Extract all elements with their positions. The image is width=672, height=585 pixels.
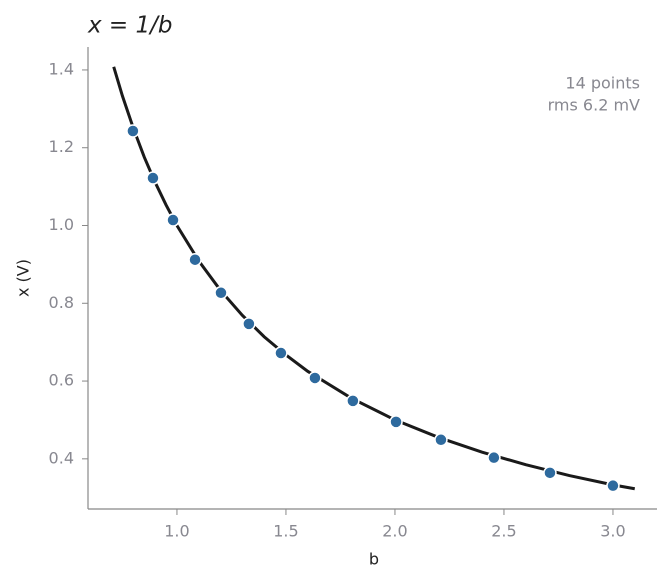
x-tick-label: 1.0 — [164, 522, 189, 541]
data-point — [487, 450, 501, 465]
y-tick-label: 1.4 — [49, 59, 74, 78]
y-tick-label: 0.6 — [49, 371, 74, 390]
data-point — [434, 433, 448, 447]
x-tick-label: 3.0 — [600, 522, 625, 541]
data-point — [346, 394, 360, 408]
x-axis-label: b — [369, 550, 379, 569]
data-point — [188, 252, 202, 267]
data-point — [126, 124, 140, 138]
data-point — [146, 171, 160, 185]
x-tick-label: 2.5 — [491, 522, 516, 541]
data-point — [214, 286, 228, 300]
data-point — [606, 478, 620, 493]
data-point — [543, 466, 557, 480]
y-tick-label: 1.2 — [49, 137, 74, 156]
data-point — [308, 371, 322, 385]
x-tick-label: 1.5 — [273, 522, 298, 541]
chart-title: x = 1/b — [87, 13, 173, 39]
y-tick-label: 0.8 — [49, 293, 74, 312]
data-point — [166, 213, 180, 227]
data-point — [242, 317, 256, 331]
y-axis-label: x (V) — [14, 259, 33, 297]
annotation: 14 points — [565, 74, 640, 93]
y-tick-label: 1.0 — [49, 215, 74, 234]
fit-line — [112, 66, 636, 491]
x-tick-label: 2.0 — [382, 522, 407, 541]
data-point — [389, 415, 403, 429]
annotation: rms 6.2 mV — [548, 96, 640, 115]
data-point — [274, 346, 288, 360]
y-tick-label: 0.4 — [49, 448, 74, 467]
